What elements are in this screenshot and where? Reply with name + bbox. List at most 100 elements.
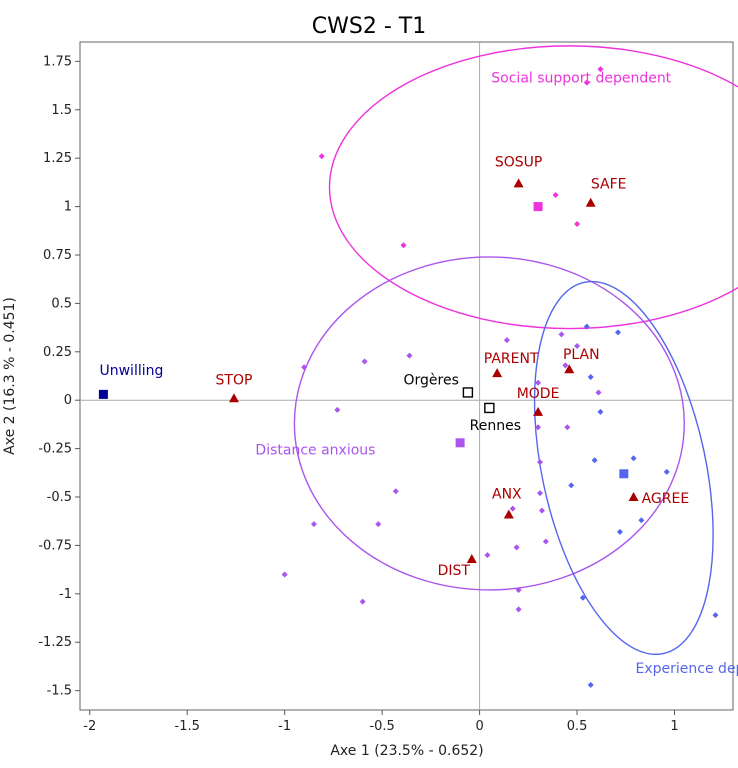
y-tick-label: 1 — [64, 200, 72, 215]
individual-point — [542, 538, 549, 545]
point-labels: SOSUP SAFE STOP PARENT PLAN MODE ANX AGREE DIST S… — [99, 71, 738, 678]
individual-point — [301, 364, 308, 371]
y-tick-label: -0.75 — [38, 538, 72, 553]
individual-point — [515, 586, 522, 593]
variable-label-sosup: SOSUP — [495, 154, 542, 170]
individual-point — [552, 191, 559, 198]
individual-point — [513, 544, 520, 551]
variable-agree — [628, 492, 639, 502]
individual-point — [535, 379, 542, 386]
plot-frame — [79, 41, 734, 711]
variable-label-dist: DIST — [438, 563, 471, 579]
individual-point — [318, 153, 325, 160]
marker-org-res — [462, 387, 474, 398]
x-axis-ticks: -2 -1.5 -1 -0.5 0 0.5 1 — [83, 710, 679, 734]
individual-point — [535, 424, 542, 431]
label-rennes: Rennes — [470, 418, 521, 434]
individual-point — [400, 242, 407, 249]
group-label-experience-dependent: Experience dependent — [636, 661, 738, 677]
y-tick-label: -1.25 — [38, 635, 72, 650]
individual-point — [509, 505, 516, 512]
individual-point — [562, 362, 569, 369]
individual-points — [281, 66, 719, 688]
variable-mode — [533, 406, 544, 416]
variable-sosup — [513, 178, 524, 188]
ellipse-experience-dependent — [533, 280, 714, 656]
variable-label-plan: PLAN — [563, 347, 600, 363]
individual-point — [597, 408, 604, 415]
marker-distance-anxious — [455, 438, 465, 448]
group-label-distance-anxious: Distance anxious — [255, 442, 375, 458]
x-tick-label: 0.5 — [567, 719, 588, 734]
individual-point — [663, 468, 670, 475]
y-tick-label: 0.75 — [43, 248, 72, 263]
y-tick-label: -1 — [59, 587, 72, 602]
y-tick-label: 0.25 — [43, 345, 72, 360]
individual-point — [614, 329, 621, 336]
y-tick-label: 0 — [64, 393, 72, 408]
individual-point — [574, 342, 581, 349]
marker-experience-dependent — [619, 469, 629, 479]
individual-point — [503, 337, 510, 344]
individual-point — [574, 221, 581, 228]
y-tick-label: 0.5 — [51, 296, 72, 311]
individual-point — [392, 488, 399, 495]
marker-rennes — [484, 402, 495, 414]
x-tick-label: -0.5 — [369, 719, 394, 734]
y-axis-title: Axe 2 (16.3 % - 0.451) — [2, 297, 18, 455]
individual-point — [579, 594, 586, 601]
individual-point — [310, 521, 317, 528]
y-axis-ticks: 1.75 1.5 1.25 1 0.75 0.5 0.25 0 -0.25 -0.5 -0.75 -1… — [38, 54, 80, 699]
x-tick-label: -2 — [83, 719, 96, 734]
individual-point — [484, 552, 491, 559]
individual-point — [568, 482, 575, 489]
ellipse-social-support-dependent — [328, 45, 738, 330]
x-tick-label: 0 — [475, 719, 483, 734]
individual-point — [591, 457, 598, 464]
individual-point — [375, 521, 382, 528]
variable-label-mode: MODE — [517, 386, 560, 402]
individual-point — [712, 612, 719, 619]
individual-point — [597, 66, 604, 73]
individual-point — [334, 406, 341, 413]
individual-point — [630, 455, 637, 462]
variable-markers — [228, 178, 639, 563]
individual-point — [537, 490, 544, 497]
group-markers — [98, 202, 629, 479]
individual-point — [558, 331, 565, 338]
individual-point — [564, 424, 571, 431]
group-label-unwilling: Unwilling — [99, 363, 163, 379]
marker-social-support-dependent — [533, 202, 543, 212]
zero-axes — [80, 42, 733, 710]
group-ellipses — [293, 45, 738, 656]
x-axis-title: Axe 1 (23.5% - 0.652) — [330, 743, 483, 759]
label-orgeres: Orgères — [404, 372, 459, 388]
variable-safe — [585, 197, 596, 207]
individual-point — [583, 79, 590, 86]
x-tick-label: 1 — [670, 719, 678, 734]
individual-point — [616, 528, 623, 535]
individual-point — [281, 571, 288, 578]
individual-point — [361, 358, 368, 365]
variable-label-agree: AGREE — [642, 491, 690, 507]
marker-unwilling — [98, 389, 108, 399]
ellipse-distance-anxious — [293, 256, 685, 591]
y-tick-label: -0.5 — [47, 490, 72, 505]
individual-point — [537, 459, 544, 466]
x-tick-label: -1.5 — [175, 719, 200, 734]
individual-point — [587, 681, 594, 688]
individual-point — [359, 598, 366, 605]
y-tick-label: -1.5 — [47, 684, 72, 699]
individual-point — [587, 373, 594, 380]
variable-label-safe: SAFE — [591, 177, 627, 193]
individual-point — [638, 517, 645, 524]
variable-parent — [492, 368, 503, 378]
individual-point — [538, 507, 545, 514]
variable-label-anx: ANX — [492, 486, 522, 502]
variable-stop — [228, 393, 239, 403]
group-label-social-support-dependent: Social support dependent — [491, 71, 671, 87]
individual-point — [406, 352, 413, 359]
individual-point — [595, 389, 602, 396]
individual-point — [515, 606, 522, 613]
